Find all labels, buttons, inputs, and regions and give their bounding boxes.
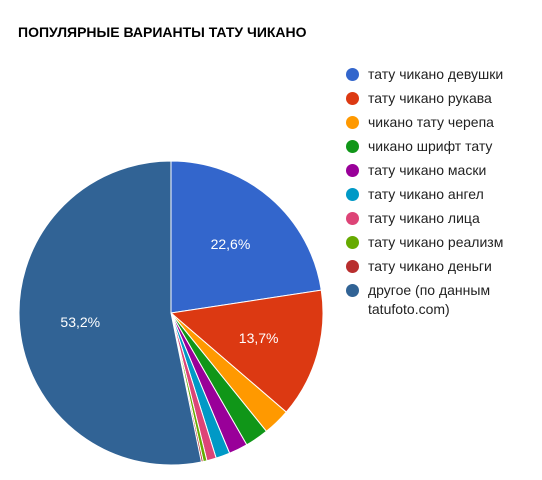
legend-label-4: чикано шрифт тату bbox=[368, 138, 493, 154]
legend-swatch-9 bbox=[346, 260, 359, 273]
legend-label-7: тату чикано лица bbox=[368, 210, 480, 226]
legend-item-6: тату чикано ангел bbox=[346, 185, 536, 204]
legend-swatch-6 bbox=[346, 188, 359, 201]
pie-slice-1 bbox=[170, 160, 322, 314]
legend-label-6: тату чикано ангел bbox=[368, 186, 484, 202]
legend-label-2: тату чикано рукава bbox=[368, 90, 492, 106]
legend-label-1: тату чикано девушки bbox=[368, 66, 504, 82]
pie-slice-2 bbox=[169, 289, 324, 413]
legend-swatch-5 bbox=[346, 164, 359, 177]
legend-swatch-8 bbox=[346, 236, 359, 249]
legend-item-1: тату чикано девушки bbox=[346, 65, 536, 84]
legend-item-8: тату чикано реализм bbox=[346, 233, 536, 252]
slice-data-label-10: 53,2% bbox=[60, 314, 100, 330]
legend-swatch-4 bbox=[346, 140, 359, 153]
legend-swatch-10 bbox=[346, 284, 359, 297]
legend-item-4: чикано шрифт тату bbox=[346, 137, 536, 156]
slice-data-label-1: 22,6% bbox=[211, 236, 251, 252]
legend-label-3: чикано тату черепа bbox=[368, 114, 494, 130]
legend-item-9: тату чикано деньги bbox=[346, 257, 536, 276]
legend-item-7: тату чикано лица bbox=[346, 209, 536, 228]
legend-swatch-3 bbox=[346, 116, 359, 129]
slice-data-label-2: 13,7% bbox=[239, 330, 279, 346]
chart-legend: тату чикано девушки тату чикано рукава чик… bbox=[346, 65, 536, 324]
legend-swatch-1 bbox=[346, 68, 359, 81]
legend-item-10: другое (по данным tatufoto.com) bbox=[346, 281, 536, 319]
legend-label-5: тату чикано маски bbox=[368, 162, 487, 178]
legend-label-10: другое (по данным tatufoto.com) bbox=[368, 282, 491, 317]
legend-swatch-7 bbox=[346, 212, 359, 225]
pie-slice-10 bbox=[18, 160, 202, 466]
legend-item-2: тату чикано рукава bbox=[346, 89, 536, 108]
legend-label-8: тату чикано реализм bbox=[368, 234, 504, 250]
chart-title: ПОПУЛЯРНЫЕ ВАРИАНТЫ ТАТУ ЧИКАНО bbox=[18, 24, 307, 40]
legend-swatch-2 bbox=[346, 92, 359, 105]
legend-item-5: тату чикано маски bbox=[346, 161, 536, 180]
legend-label-9: тату чикано деньги bbox=[368, 258, 492, 274]
legend-item-3: чикано тату черепа bbox=[346, 113, 536, 132]
